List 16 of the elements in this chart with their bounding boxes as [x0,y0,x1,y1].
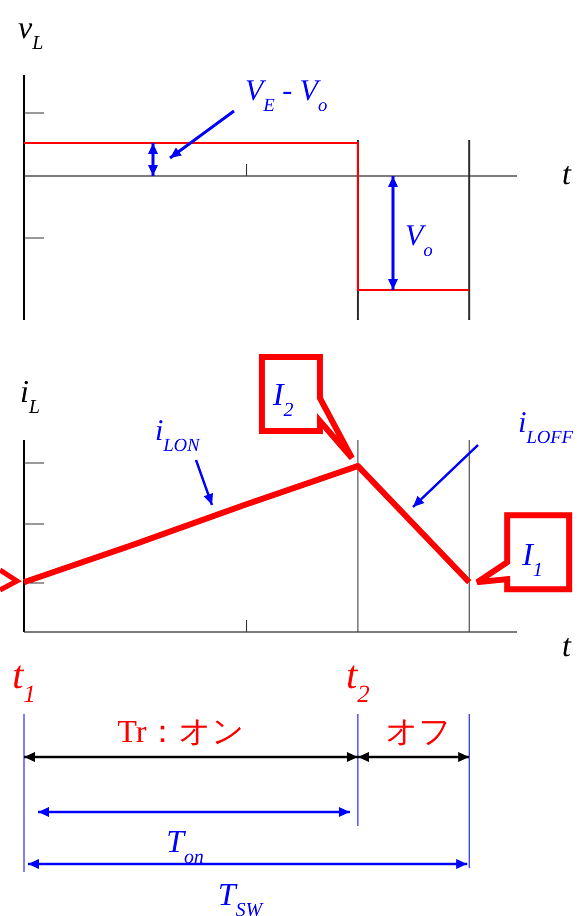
x-axis-title: t [562,155,572,191]
x-tick-label: t$_{1}$ [12,652,36,708]
text: i$_{LON}$ [155,414,202,456]
annotation: I$_{2}$ [272,376,294,421]
text: V$_{E}$ - V$_{o}$ [245,74,328,116]
x-tick-label: t$_{2}$ [346,652,370,708]
text: I$_{1}$ [521,536,543,582]
x-axis-title: t [562,627,572,663]
y-axis-title: v$_{L}$ [18,9,44,54]
text: オフ [386,713,452,749]
text: i$_{LOFF}$ [518,406,574,448]
text: T$_{SW}$ [218,876,265,916]
y-axis-title: i$_{L}$ [20,373,40,418]
annotation: V$_{o}$ [405,219,433,260]
text: Tr：オン [117,713,244,749]
text: T$_{on}$ [166,823,204,868]
